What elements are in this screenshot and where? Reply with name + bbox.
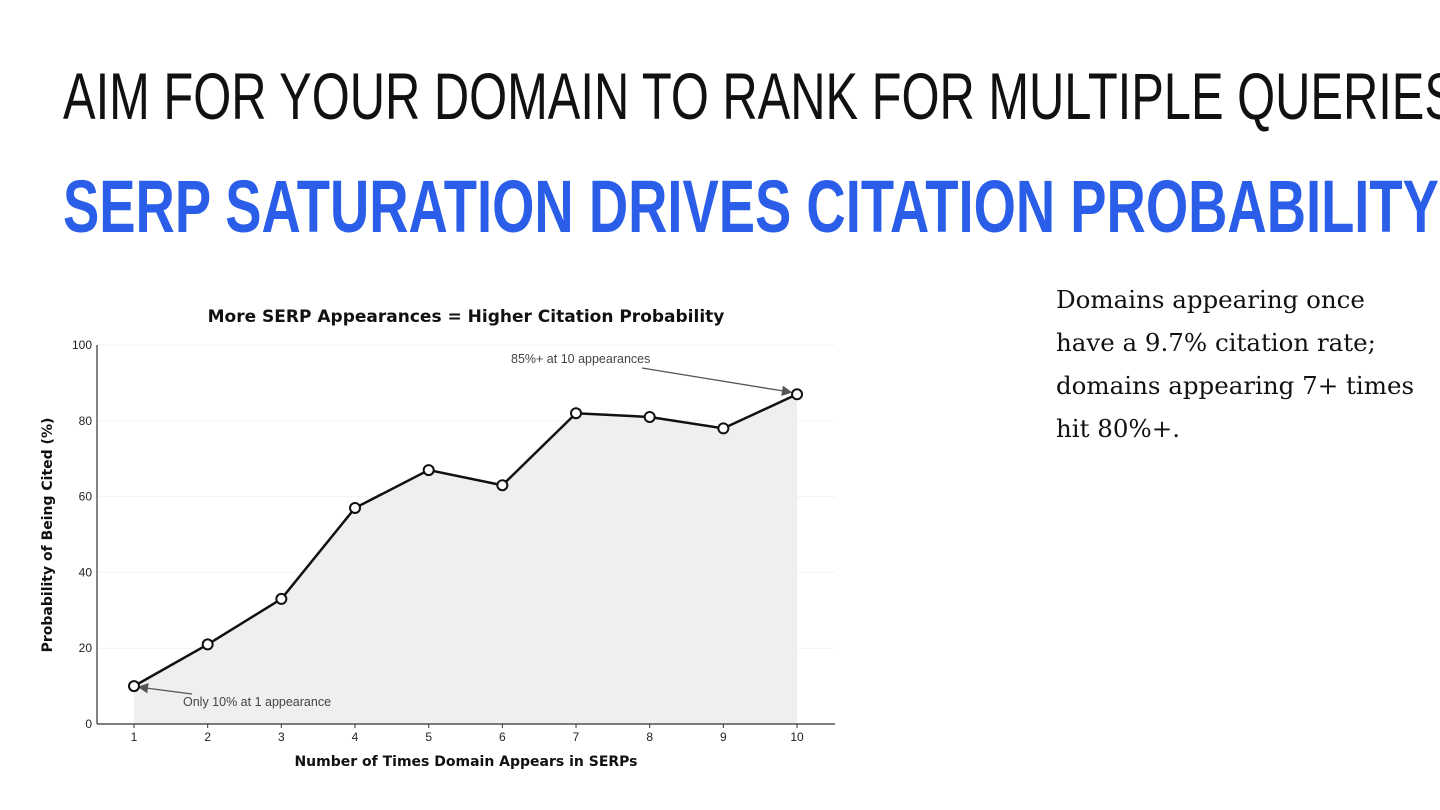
data-point [570,407,583,420]
y-tick-label: 40 [79,565,93,579]
data-point [275,592,288,605]
data-point [717,422,730,435]
data-point [422,464,435,477]
data-point [643,411,656,424]
side-text: Domains appearing once have a 9.7% citat… [1056,285,1415,443]
x-axis-label: Number of Times Domain Appears in SERPs [294,754,637,770]
annotation-text: Only 10% at 1 appearance [183,695,331,709]
data-point [791,388,804,401]
y-tick-label: 100 [72,338,92,352]
line-chart: More SERP Appearances = Higher Citation … [40,307,835,770]
data-point [349,501,362,514]
x-tick-label: 9 [720,730,727,744]
series-line [133,393,798,688]
annotation-text: 85%+ at 10 appearances [511,352,650,366]
x-tick-label: 1 [131,730,138,744]
x-tick-label: 10 [790,730,804,744]
x-tick-label: 6 [499,730,506,744]
y-axis-label: Probability of Being Cited (%) [40,418,56,653]
data-point [496,479,509,492]
data-point [201,638,214,651]
slide-heading: AIM FOR YOUR DOMAIN TO RANK FOR MULTIPLE… [63,59,1440,133]
chart-title: More SERP Appearances = Higher Citation … [208,307,725,327]
x-tick-label: 8 [646,730,653,744]
x-tick-label: 4 [352,730,359,744]
annotation-arrow [641,367,793,396]
slide-subheading: SERP SATURATION DRIVES CITATION PROBABIL… [63,165,1439,248]
area-fill [134,394,798,724]
y-tick-label: 0 [85,717,92,731]
x-tick-label: 3 [278,730,285,744]
x-tick-label: 5 [425,730,432,744]
annotation-arrow [137,683,193,695]
x-tick-label: 7 [573,730,580,744]
y-tick-label: 80 [79,414,93,428]
y-tick-label: 60 [79,490,93,504]
y-tick-label: 20 [79,641,93,655]
data-point [128,680,140,693]
x-tick-label: 2 [204,730,211,744]
